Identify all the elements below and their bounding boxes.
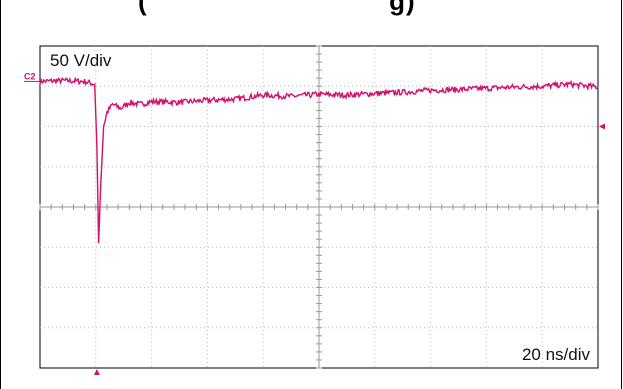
title-fragment-start: ( [138,0,148,16]
trigger-position-marker [93,369,100,375]
title-fragment-end: g) [389,0,416,16]
trigger-level-marker [599,123,605,130]
timebase-label: 20 ns/div [522,345,591,364]
trace-c2 [39,76,599,244]
grid [39,45,599,369]
figure-title-fragment: ( g) [138,0,538,16]
channel-marker-c2: C2 [24,71,36,81]
vertical-scale-label: 50 V/div [50,51,112,70]
